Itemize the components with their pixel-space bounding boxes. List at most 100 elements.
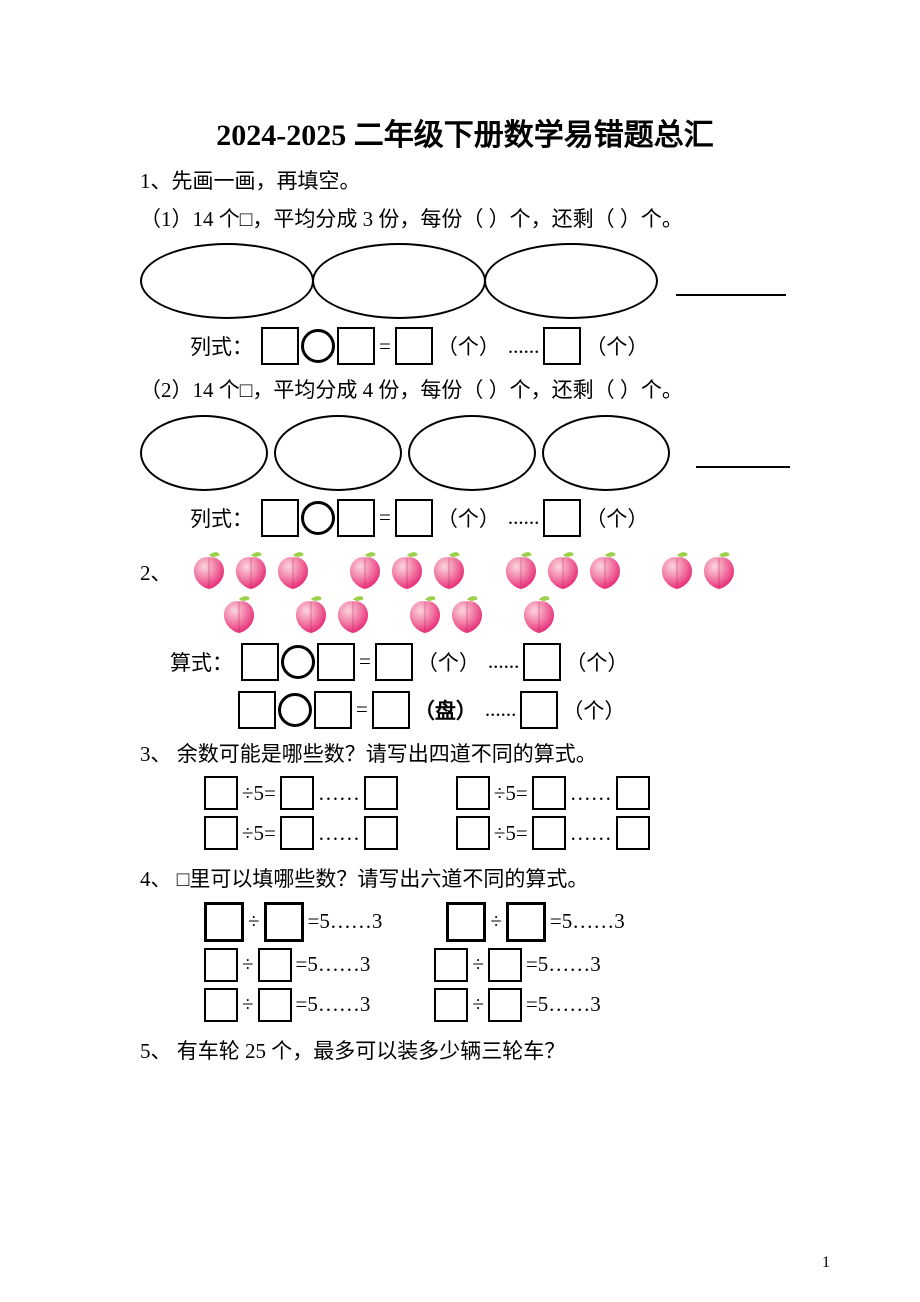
ans-box[interactable]: [456, 776, 490, 810]
peach-icon: [188, 549, 230, 591]
q4-text: 4、 □里可以填哪些数？请写出六道不同的算式。: [140, 864, 790, 896]
q5-text: 5、 有车轮 25 个，最多可以装多少辆三轮车？: [140, 1036, 790, 1068]
peach-row-1: [188, 549, 770, 591]
unit-ge: （个）: [562, 695, 625, 725]
q1-sub2-equation: 列式： = （个） ...... （个）: [190, 499, 790, 537]
peach-icon: [500, 549, 542, 591]
dots: ……: [318, 781, 360, 806]
ans-box[interactable]: [317, 643, 355, 681]
ans-box[interactable]: [532, 776, 566, 810]
ans-box[interactable]: [261, 499, 299, 537]
q4-eq: ÷ =5……3: [442, 902, 624, 942]
q1-sub1: （1）14 个□，平均分成 3 份，每份（ ）个，还剩（ ）个。: [140, 204, 790, 236]
q3-text: 3、 余数可能是哪些数？请写出四道不同的算式。: [140, 739, 790, 771]
ans-box[interactable]: [238, 691, 276, 729]
unit-ge: （个）: [437, 331, 500, 361]
oval-icon: [542, 415, 670, 491]
peach-icon: [218, 593, 260, 635]
tail: =5……3: [296, 992, 371, 1017]
div-sign: ÷: [472, 952, 484, 977]
peach-group: [404, 593, 488, 635]
peach-icon: [272, 549, 314, 591]
ans-box[interactable]: [280, 816, 314, 850]
page-title: 2024-2025 二年级下册数学易错题总汇: [140, 110, 790, 154]
ans-box[interactable]: [488, 988, 522, 1022]
ans-box[interactable]: [258, 988, 292, 1022]
ans-box[interactable]: [280, 776, 314, 810]
op-circle[interactable]: [281, 645, 315, 679]
dots: ……: [570, 781, 612, 806]
ans-box[interactable]: [434, 948, 468, 982]
ans-box[interactable]: [434, 988, 468, 1022]
peach-group: [290, 593, 374, 635]
peach-icon: [428, 549, 470, 591]
ans-box[interactable]: [543, 499, 581, 537]
ans-box[interactable]: [364, 776, 398, 810]
lieshi-label: 列式：: [190, 331, 253, 361]
div5: ÷5=: [494, 781, 528, 806]
peach-icon: [446, 593, 488, 635]
blank-line[interactable]: [676, 266, 786, 296]
div5: ÷5=: [494, 821, 528, 846]
tail: =5……3: [550, 909, 625, 934]
ans-box[interactable]: [520, 691, 558, 729]
ans-box[interactable]: [337, 327, 375, 365]
tail: =5……3: [526, 952, 601, 977]
ans-box[interactable]: [375, 643, 413, 681]
ans-box[interactable]: [395, 327, 433, 365]
oval-icon: [408, 415, 536, 491]
op-circle[interactable]: [301, 329, 335, 363]
ans-box[interactable]: [204, 948, 238, 982]
dots: ......: [508, 334, 540, 359]
ans-box[interactable]: [506, 902, 546, 942]
op-circle[interactable]: [278, 693, 312, 727]
peach-icon: [332, 593, 374, 635]
ans-box[interactable]: [364, 816, 398, 850]
ans-box[interactable]: [337, 499, 375, 537]
ans-box[interactable]: [258, 948, 292, 982]
blank-line[interactable]: [696, 438, 790, 468]
equals: =: [359, 649, 371, 674]
ans-box[interactable]: [204, 816, 238, 850]
equals: =: [356, 697, 368, 722]
op-circle[interactable]: [301, 501, 335, 535]
ans-box[interactable]: [395, 499, 433, 537]
ans-box[interactable]: [204, 988, 238, 1022]
q1-sub1-ovals: [140, 243, 790, 319]
q3-eq: ÷5= ……: [452, 816, 654, 850]
ans-box[interactable]: [456, 816, 490, 850]
div-sign: ÷: [490, 909, 502, 934]
ans-box[interactable]: [446, 902, 486, 942]
ans-box[interactable]: [616, 776, 650, 810]
ans-box[interactable]: [314, 691, 352, 729]
ans-box[interactable]: [264, 902, 304, 942]
q2-equation-1: 算式： = （个） ...... （个）: [170, 643, 790, 681]
div-sign: ÷: [248, 909, 260, 934]
equals: =: [379, 334, 391, 359]
peach-group: [188, 549, 314, 591]
ans-box[interactable]: [204, 776, 238, 810]
peach-icon: [584, 549, 626, 591]
peach-icon: [698, 549, 740, 591]
ans-box[interactable]: [543, 327, 581, 365]
peach-group: [500, 549, 626, 591]
peach-icon: [290, 593, 332, 635]
ans-box[interactable]: [372, 691, 410, 729]
ans-box[interactable]: [532, 816, 566, 850]
dots: ……: [570, 821, 612, 846]
q4-eq: ÷ =5……3: [430, 948, 600, 982]
tail: =5……3: [526, 992, 601, 1017]
ans-box[interactable]: [616, 816, 650, 850]
ans-box[interactable]: [488, 948, 522, 982]
peach-group: [518, 593, 560, 635]
div-sign: ÷: [242, 992, 254, 1017]
peach-group: [218, 593, 260, 635]
ans-box[interactable]: [204, 902, 244, 942]
oval-icon: [140, 243, 314, 319]
ans-box[interactable]: [241, 643, 279, 681]
unit-ge: （个）: [585, 503, 648, 533]
div-sign: ÷: [472, 992, 484, 1017]
dots: ......: [488, 649, 520, 674]
ans-box[interactable]: [261, 327, 299, 365]
ans-box[interactable]: [523, 643, 561, 681]
